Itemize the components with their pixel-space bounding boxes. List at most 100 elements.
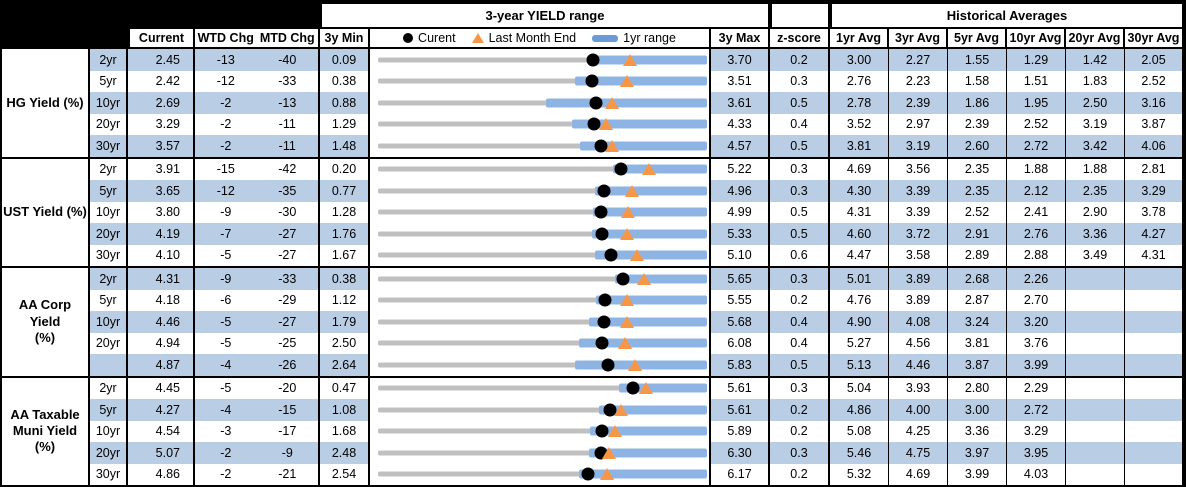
yield-section: UST Yield (%) 2yr 3.91 -15 -42 0.20 5.22… <box>2 158 1186 268</box>
tenor-cell: 10yr <box>90 311 128 333</box>
current-marker-icon <box>581 467 595 481</box>
current-marker-icon <box>595 336 609 350</box>
header-row-columns: Current WTD Chg MTD Chg 3y Min Curent La… <box>2 27 1186 49</box>
avg-cell-1yr: 5.01 <box>830 268 889 290</box>
current-value-cell: 4.45 <box>128 377 195 399</box>
tenor-cell: 5yr <box>90 399 128 421</box>
min-3y-cell: 0.47 <box>320 377 370 399</box>
section-label: AA Taxable Muni Yield (%) <box>2 377 90 485</box>
last-month-end-marker-icon <box>613 403 628 416</box>
avg-cell-5yr: 2.68 <box>948 268 1007 290</box>
tenor-cell: 10yr <box>90 420 128 442</box>
max-3y-cell: 5.61 <box>711 377 770 399</box>
avg-cell-3yr: 3.93 <box>889 377 948 399</box>
range-chart-cell <box>370 311 711 333</box>
table-body: HG Yield (%) 2yr 2.45 -13 -40 0.09 3.70 … <box>2 49 1186 487</box>
avg-cell-10yr: 1.29 <box>1007 49 1066 71</box>
avg-cell-20yr <box>1066 399 1125 421</box>
wtd-chg-value: -13 <box>216 52 235 67</box>
z-score-cell: 0.3 <box>770 158 830 180</box>
column-header-3y-min: 3y Min <box>320 27 370 49</box>
current-marker-icon <box>589 96 603 110</box>
table-row: 10yr 4.46 -5 -27 1.79 5.68 0.4 4.90 4.08… <box>90 311 1186 333</box>
chg-cell: -5 -25 <box>195 332 320 354</box>
avg-cell-1yr: 5.46 <box>830 442 889 464</box>
avg-cell-30yr <box>1125 354 1184 376</box>
avg-cell-1yr: 4.90 <box>830 311 889 333</box>
min-3y-cell: 0.38 <box>320 70 370 92</box>
table-row: 30yr 4.10 -5 -27 1.67 5.10 0.6 4.47 3.58… <box>90 244 1186 266</box>
z-score-cell: 0.3 <box>770 377 830 399</box>
z-score-cell: 0.4 <box>770 311 830 333</box>
one-year-range-bar <box>574 76 707 86</box>
avg-cell-3yr: 4.75 <box>889 442 948 464</box>
avg-cell-30yr: 3.87 <box>1125 113 1184 135</box>
min-3y-cell: 0.88 <box>320 92 370 114</box>
current-marker-icon <box>603 403 617 417</box>
range-chart-cell <box>370 223 711 245</box>
z-score-cell: 0.2 <box>770 49 830 71</box>
three-year-range-track <box>378 385 707 391</box>
chg-cell: -15 -42 <box>195 158 320 180</box>
column-header-mtd-chg: MTD Chg <box>259 31 315 45</box>
avg-cell-30yr <box>1125 268 1184 290</box>
wtd-chg-value: -12 <box>216 74 235 89</box>
avg-cell-5yr: 1.58 <box>948 70 1007 92</box>
min-3y-cell: 0.20 <box>320 158 370 180</box>
yield-section: HG Yield (%) 2yr 2.45 -13 -40 0.09 3.70 … <box>2 49 1186 159</box>
avg-cell-5yr: 3.00 <box>948 399 1007 421</box>
avg-cell-10yr: 3.20 <box>1007 311 1066 333</box>
wtd-chg-value: -2 <box>220 138 232 153</box>
current-marker-icon <box>595 227 609 241</box>
chg-cell: -3 -17 <box>195 420 320 442</box>
min-3y-cell: 0.09 <box>320 49 370 71</box>
header-spacer <box>2 27 128 49</box>
z-score-cell: 0.3 <box>770 180 830 202</box>
z-score-cell: 0.5 <box>770 92 830 114</box>
max-3y-cell: 3.70 <box>711 49 770 71</box>
current-marker-icon <box>597 184 611 198</box>
current-value-cell: 4.54 <box>128 420 195 442</box>
avg-cell-3yr: 3.72 <box>889 223 948 245</box>
tenor-cell: 20yr <box>90 332 128 354</box>
three-year-range-track <box>378 362 707 368</box>
avg-cell-10yr: 1.88 <box>1007 158 1066 180</box>
chg-cell: -2 -13 <box>195 92 320 114</box>
chg-cell: -12 -33 <box>195 70 320 92</box>
range-chart-cell <box>370 354 711 376</box>
chg-cell: -12 -35 <box>195 180 320 202</box>
wtd-chg-value: -2 <box>220 95 232 110</box>
chg-cell: -2 -9 <box>195 442 320 464</box>
column-header-30yr-avg: 30yr Avg <box>1125 27 1184 49</box>
one-year-range-bar <box>545 98 707 108</box>
min-3y-cell: 0.77 <box>320 180 370 202</box>
current-value-cell: 4.94 <box>128 332 195 354</box>
table-row: 5yr 4.18 -6 -29 1.12 5.55 0.2 4.76 3.89 … <box>90 289 1186 311</box>
historical-averages-title: Historical Averages <box>830 2 1184 27</box>
chg-cell: -4 -15 <box>195 399 320 421</box>
range-chart-cell <box>370 201 711 223</box>
z-score-cell: 0.2 <box>770 399 830 421</box>
mtd-chg-value: -13 <box>278 95 297 110</box>
avg-cell-10yr: 2.76 <box>1007 223 1066 245</box>
mtd-chg-value: -29 <box>278 293 297 308</box>
chart-legend: Curent Last Month End 1yr range <box>370 27 711 49</box>
one-year-range-bar <box>596 295 707 305</box>
current-marker-icon <box>626 381 640 395</box>
max-3y-cell: 5.33 <box>711 223 770 245</box>
min-3y-cell: 1.48 <box>320 135 370 157</box>
mtd-chg-value: -11 <box>278 138 296 153</box>
range-chart-cell <box>370 332 711 354</box>
chg-cell: -5 -27 <box>195 311 320 333</box>
mtd-chg-value: -27 <box>278 226 297 241</box>
chg-cell: -2 -21 <box>195 463 320 485</box>
avg-cell-3yr: 4.00 <box>889 399 948 421</box>
avg-cell-10yr: 2.72 <box>1007 399 1066 421</box>
chg-cell: -2 -11 <box>195 135 320 157</box>
avg-cell-20yr: 1.42 <box>1066 49 1125 71</box>
avg-cell-1yr: 5.32 <box>830 463 889 485</box>
avg-cell-3yr: 4.56 <box>889 332 948 354</box>
mtd-chg-value: -25 <box>278 336 297 351</box>
avg-cell-1yr: 3.52 <box>830 113 889 135</box>
section-rows: 2yr 2.45 -13 -40 0.09 3.70 0.2 3.00 2.27… <box>90 49 1186 157</box>
